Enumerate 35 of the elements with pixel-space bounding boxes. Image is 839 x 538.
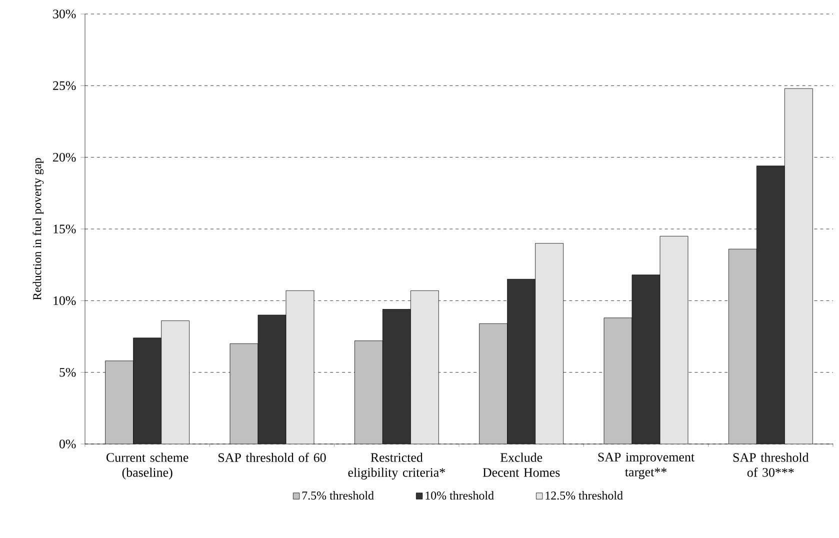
x-tick-label: SAP improvement target** — [598, 452, 694, 480]
bar — [161, 320, 190, 444]
legend-label: 7.5% threshold — [302, 491, 374, 500]
y-tick-label: 15% — [54, 224, 76, 234]
y-tick-label: 20% — [53, 152, 76, 162]
bar — [230, 344, 258, 444]
y-tick-label: 0% — [59, 440, 76, 448]
legend-label: 10% threshold — [426, 491, 494, 500]
bar — [507, 279, 536, 444]
legend-label: 12.5% threshold — [546, 491, 623, 500]
bar — [133, 338, 162, 444]
bar — [660, 236, 688, 444]
bar — [728, 248, 757, 444]
y-tick-label: 25% — [53, 81, 76, 90]
bar — [479, 324, 508, 444]
y-axis-title: Reduction in fuel poverty gap — [32, 158, 44, 300]
x-tick-label: SAP threshold of 60 — [218, 452, 326, 462]
x-tick-label: SAP threshold of 30*** — [733, 452, 809, 477]
bar — [632, 274, 660, 444]
bar — [354, 340, 383, 444]
x-tick-label: Exclude Decent Homes — [482, 452, 560, 477]
x-tick-label: Current scheme (baseline) — [106, 452, 188, 480]
y-tick-label: 10% — [54, 296, 76, 306]
bar — [784, 88, 813, 444]
bar — [105, 360, 134, 444]
bar — [258, 314, 286, 444]
bar — [604, 318, 632, 444]
bar — [286, 290, 314, 444]
y-tick-label: 5% — [60, 368, 76, 377]
y-tick-label: 30% — [53, 10, 76, 18]
bar — [382, 309, 411, 444]
bar — [756, 166, 785, 444]
x-tick-label: Restricted eligibility criteria* — [348, 452, 445, 480]
bar — [410, 290, 439, 444]
bar — [535, 243, 564, 444]
